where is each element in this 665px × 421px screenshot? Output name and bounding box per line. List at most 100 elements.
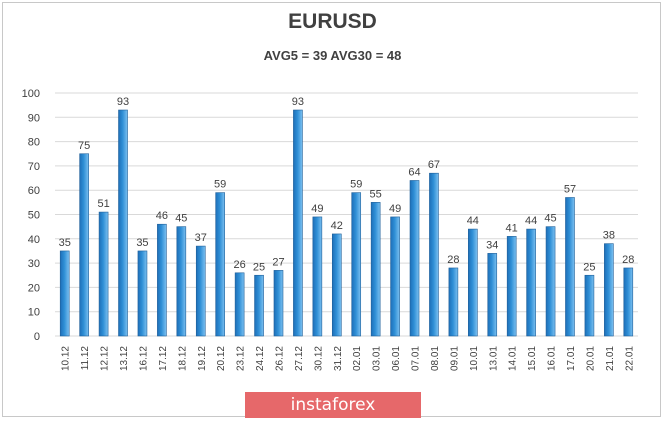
y-tick-label: 60 bbox=[28, 185, 40, 197]
x-tick-label: 03.01 bbox=[372, 346, 383, 371]
bar-24.12 bbox=[254, 274, 264, 337]
data-label: 42 bbox=[331, 220, 343, 232]
bar-16.12 bbox=[137, 250, 148, 337]
bar-30.12 bbox=[312, 216, 323, 337]
data-label: 57 bbox=[564, 183, 576, 195]
bar-19.12 bbox=[195, 245, 206, 337]
y-tick-label: 10 bbox=[28, 307, 40, 319]
y-tick-label: 30 bbox=[28, 258, 40, 270]
data-label: 46 bbox=[156, 210, 168, 222]
x-tick-label: 21.01 bbox=[605, 346, 616, 371]
data-label: 34 bbox=[486, 239, 498, 251]
x-tick-label: 12.12 bbox=[100, 346, 111, 371]
y-tick-label: 20 bbox=[28, 282, 40, 294]
bar-10.01 bbox=[468, 228, 478, 337]
data-label: 35 bbox=[136, 237, 148, 249]
data-label: 38 bbox=[603, 230, 615, 242]
x-tick-label: 10.12 bbox=[61, 346, 72, 371]
chart-subtitle: AVG5 = 39 AVG30 = 48 bbox=[263, 48, 402, 63]
data-label: 26 bbox=[233, 259, 245, 271]
x-tick-label: 23.12 bbox=[236, 346, 247, 371]
data-label: 25 bbox=[253, 261, 265, 273]
x-tick-label: 02.01 bbox=[352, 346, 363, 371]
bar-02.01 bbox=[351, 192, 362, 337]
x-tick-label: 13.01 bbox=[488, 346, 499, 371]
data-label: 59 bbox=[350, 179, 362, 191]
x-tick-label: 07.01 bbox=[411, 346, 422, 371]
x-tick-label: 11.12 bbox=[80, 346, 91, 371]
bar-06.01 bbox=[390, 216, 400, 337]
data-label: 64 bbox=[408, 166, 420, 178]
bar-17.01 bbox=[565, 197, 575, 337]
data-label: 37 bbox=[195, 232, 207, 244]
bar-07.01 bbox=[409, 180, 420, 337]
chart-title: EURUSD bbox=[288, 10, 377, 33]
x-tick-label: 22.01 bbox=[624, 346, 635, 371]
bar-21.01 bbox=[604, 243, 614, 337]
x-tick-label: 09.01 bbox=[449, 346, 460, 371]
y-axis-ticks: 0 10 20 30 40 50 60 70 80 90 100 bbox=[22, 88, 40, 343]
y-tick-label: 90 bbox=[28, 112, 40, 124]
data-label: 67 bbox=[428, 159, 440, 171]
bar-20.01 bbox=[584, 274, 595, 337]
bar-14.01 bbox=[506, 236, 517, 337]
y-tick-label: 40 bbox=[28, 234, 40, 246]
y-tick-label: 50 bbox=[28, 210, 40, 222]
data-label: 93 bbox=[117, 96, 129, 108]
bar-13.01 bbox=[487, 253, 498, 337]
bar-11.12 bbox=[79, 153, 89, 337]
bar-09.01 bbox=[448, 267, 459, 337]
x-tick-label: 19.12 bbox=[197, 346, 208, 371]
data-label: 28 bbox=[622, 254, 634, 266]
bar-22.01 bbox=[623, 267, 634, 337]
x-tick-label: 26.12 bbox=[274, 346, 285, 371]
x-tick-label: 16.12 bbox=[138, 346, 149, 371]
bar-13.12 bbox=[118, 109, 128, 337]
data-label: 93 bbox=[292, 96, 304, 108]
data-label: 45 bbox=[175, 213, 187, 225]
chart-frame bbox=[2, 2, 661, 417]
x-axis-ticks: 10.12 11.12 12.12 13.12 16.12 17.12 18.12 19.12… bbox=[61, 346, 636, 371]
data-label: 35 bbox=[59, 237, 71, 249]
data-label: 49 bbox=[389, 203, 401, 215]
y-tick-label: 80 bbox=[28, 137, 40, 149]
bar-20.12 bbox=[215, 192, 225, 337]
y-tick-label: 70 bbox=[28, 161, 40, 173]
bar-26.12 bbox=[273, 270, 284, 337]
bar-27.12 bbox=[293, 109, 303, 337]
data-label: 59 bbox=[214, 179, 226, 191]
data-label: 25 bbox=[583, 261, 595, 273]
data-label: 75 bbox=[78, 140, 90, 152]
bar-18.12 bbox=[176, 226, 187, 337]
data-label: 28 bbox=[447, 254, 459, 266]
bar-31.12 bbox=[331, 233, 342, 337]
bar-17.12 bbox=[157, 223, 167, 337]
x-tick-label: 20.01 bbox=[585, 346, 596, 371]
data-labels: 35 75 51 93 35 46 45 37 59 26 25 27 93 49 42 59 55 49 64 67… bbox=[59, 96, 635, 273]
gridlines bbox=[55, 92, 638, 337]
data-label: 45 bbox=[544, 213, 556, 225]
data-label: 44 bbox=[525, 215, 537, 227]
data-label: 41 bbox=[506, 222, 518, 234]
x-tick-label: 15.01 bbox=[527, 346, 538, 371]
x-tick-label: 17.01 bbox=[566, 346, 577, 371]
x-tick-label: 20.12 bbox=[216, 346, 227, 371]
data-label: 27 bbox=[272, 256, 284, 268]
y-tick-label: 100 bbox=[22, 88, 40, 100]
instaforex-watermark: instaforex bbox=[245, 392, 421, 418]
x-tick-label: 17.12 bbox=[158, 346, 169, 371]
bar-16.01 bbox=[545, 226, 556, 337]
x-tick-label: 27.12 bbox=[294, 346, 305, 371]
y-tick-label: 0 bbox=[34, 331, 40, 343]
x-tick-label: 16.01 bbox=[547, 346, 558, 371]
x-tick-label: 10.01 bbox=[469, 346, 480, 371]
x-tick-label: 06.01 bbox=[391, 346, 402, 371]
x-tick-label: 30.12 bbox=[313, 346, 324, 371]
bar-15.01 bbox=[526, 228, 536, 337]
data-label: 55 bbox=[370, 188, 382, 200]
data-label: 51 bbox=[97, 198, 109, 210]
x-tick-label: 13.12 bbox=[119, 346, 130, 371]
x-tick-label: 14.01 bbox=[508, 346, 519, 371]
x-tick-label: 24.12 bbox=[255, 346, 266, 371]
